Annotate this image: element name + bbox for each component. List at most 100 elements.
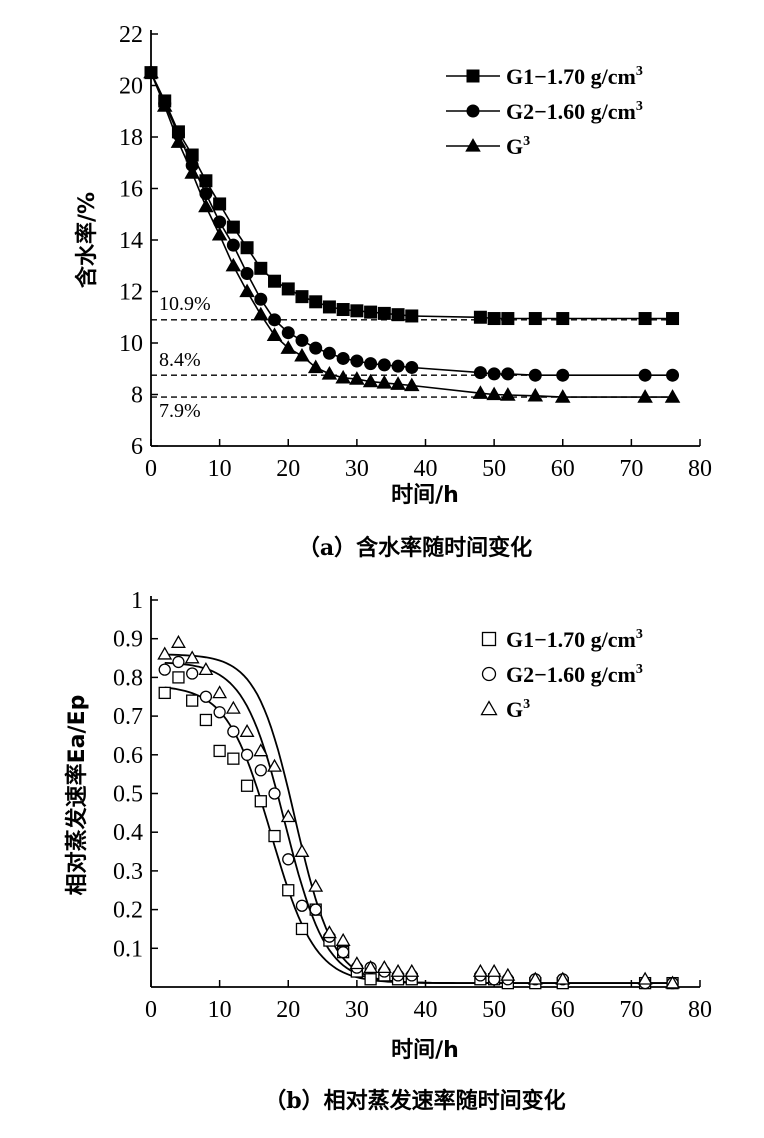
fit-curve <box>164 662 673 984</box>
x-tick-label: 60 <box>551 456 575 482</box>
data-point <box>268 787 281 800</box>
legend-label: G2−1.60 g/cm3 <box>506 99 643 124</box>
data-point <box>281 282 295 296</box>
data-point <box>143 64 159 79</box>
data-point <box>227 752 240 765</box>
x-tick-label: 80 <box>688 456 712 482</box>
data-point <box>390 376 406 390</box>
data-point <box>336 303 350 317</box>
data-point <box>212 685 228 699</box>
data-point <box>500 967 516 981</box>
data-point <box>377 306 391 320</box>
data-point <box>472 963 488 977</box>
data-point <box>364 973 377 986</box>
data-point <box>335 932 351 946</box>
data-point <box>282 853 295 866</box>
x-tick-label: 70 <box>619 997 643 1023</box>
data-point <box>350 354 364 368</box>
legend-marker <box>465 138 481 152</box>
data-point <box>254 764 267 777</box>
y-axis-title: 含水率/% <box>74 192 100 288</box>
x-tick-label: 70 <box>619 456 643 482</box>
y-tick-label: 6 <box>131 434 143 460</box>
data-point <box>268 313 282 327</box>
y-tick-label: 0.7 <box>113 704 143 730</box>
series-1 <box>158 671 679 990</box>
data-point <box>336 351 350 365</box>
legend: G1−1.70 g/cm3 G2−1.60 g/cm3 G3 <box>446 64 643 159</box>
data-point <box>240 266 254 280</box>
data-point <box>309 903 322 916</box>
legend-marker <box>481 666 497 682</box>
data-point <box>362 373 379 388</box>
data-point <box>501 367 515 381</box>
data-point <box>486 963 502 977</box>
data-point <box>240 779 254 792</box>
data-point <box>501 312 515 326</box>
chart-panel-b: 0 10 20 30 40 50 60 70 80 0.1 0.2 0.3 0.4 0.5 0.6 0.7 0.… <box>64 588 712 1114</box>
data-point <box>172 655 185 669</box>
reference-label: 8.4% <box>159 349 201 371</box>
data-point <box>321 925 337 939</box>
data-point <box>665 975 680 989</box>
data-point <box>213 744 226 758</box>
x-tick-label: 60 <box>551 997 575 1023</box>
x-axis-title: 时间/h <box>391 1038 459 1063</box>
data-point <box>240 241 254 255</box>
y-tick-label: 1 <box>131 588 143 614</box>
data-point <box>528 368 542 382</box>
data-point <box>281 326 295 340</box>
legend-marker <box>480 700 498 716</box>
data-point <box>213 706 226 719</box>
data-point <box>156 98 173 112</box>
y-tick-label: 0.1 <box>113 936 143 962</box>
x-tick-label: 0 <box>145 997 157 1023</box>
x-tick-label: 30 <box>345 456 369 482</box>
legend-label: G3 <box>506 697 530 722</box>
data-point <box>666 368 680 382</box>
data-point <box>308 878 324 892</box>
data-point <box>295 899 309 912</box>
x-tick-label: 20 <box>276 997 300 1023</box>
legend-marker <box>466 104 480 118</box>
data-point <box>199 690 213 703</box>
x-tick-label: 30 <box>345 997 369 1023</box>
data-point <box>390 963 406 977</box>
data-point <box>664 389 681 403</box>
data-point <box>239 283 255 298</box>
y-tick-label: 0.5 <box>113 782 143 808</box>
data-point <box>186 694 199 707</box>
y-tick-label: 8 <box>131 383 143 409</box>
legend-marker <box>466 69 480 83</box>
data-point <box>336 946 350 959</box>
data-point <box>198 662 214 676</box>
data-point <box>637 971 653 985</box>
y-tick-label: 0.9 <box>113 627 143 653</box>
data-point <box>253 743 269 757</box>
x-tick-label: 40 <box>414 997 438 1023</box>
data-point <box>556 368 570 382</box>
y-tick-label: 14 <box>119 228 143 254</box>
data-point <box>158 686 171 700</box>
x-tick-label: 0 <box>145 456 157 482</box>
data-point <box>556 312 570 326</box>
data-point <box>376 960 392 974</box>
data-point <box>473 310 487 324</box>
x-tick-label: 20 <box>276 456 300 482</box>
data-point <box>527 387 544 402</box>
legend-marker <box>481 631 497 647</box>
data-point <box>321 365 338 380</box>
reference-label: 10.9% <box>159 293 211 315</box>
data-point <box>186 667 199 680</box>
x-tick-label: 40 <box>414 456 438 482</box>
data-point <box>170 134 187 148</box>
legend-label: G3 <box>506 134 530 159</box>
data-point <box>322 300 336 314</box>
data-point <box>225 700 241 714</box>
data-point <box>555 971 571 985</box>
data-point <box>282 884 295 897</box>
data-point <box>294 843 310 857</box>
data-point <box>486 386 502 401</box>
data-point <box>391 359 405 373</box>
